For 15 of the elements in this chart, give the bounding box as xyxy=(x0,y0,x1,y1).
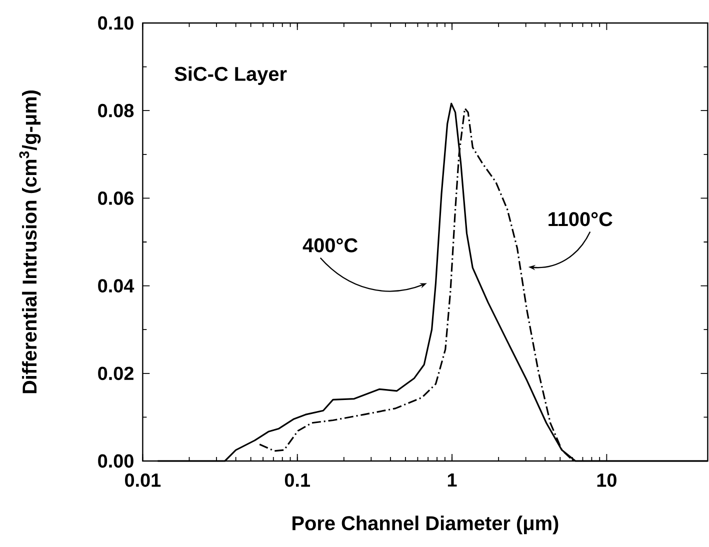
annotation: 400°C xyxy=(302,238,358,252)
x-axis-title: Pore Channel Diameter (μm) xyxy=(292,516,558,534)
y-tick-label: 0.08 xyxy=(98,104,134,118)
y-tick-label: 0.02 xyxy=(98,366,134,380)
x-tick-label: 10 xyxy=(597,473,616,487)
annotation: SiC-C Layer xyxy=(174,66,287,85)
y-tick-label: 0.04 xyxy=(98,279,134,292)
x-tick-label: 1 xyxy=(448,473,457,487)
y-axis-title: Differential Intrusion (cm$^{3}$/g-μm) xyxy=(19,90,41,394)
y-tick-label: 0.10 xyxy=(98,16,134,30)
y-tick-label: 0.00 xyxy=(98,454,134,468)
annotation: 1100°C xyxy=(548,212,612,226)
x-tick-label: 0.1 xyxy=(284,473,310,487)
x-tick-label: 0.01 xyxy=(125,473,161,487)
y-tick-label: 0.06 xyxy=(98,191,134,205)
